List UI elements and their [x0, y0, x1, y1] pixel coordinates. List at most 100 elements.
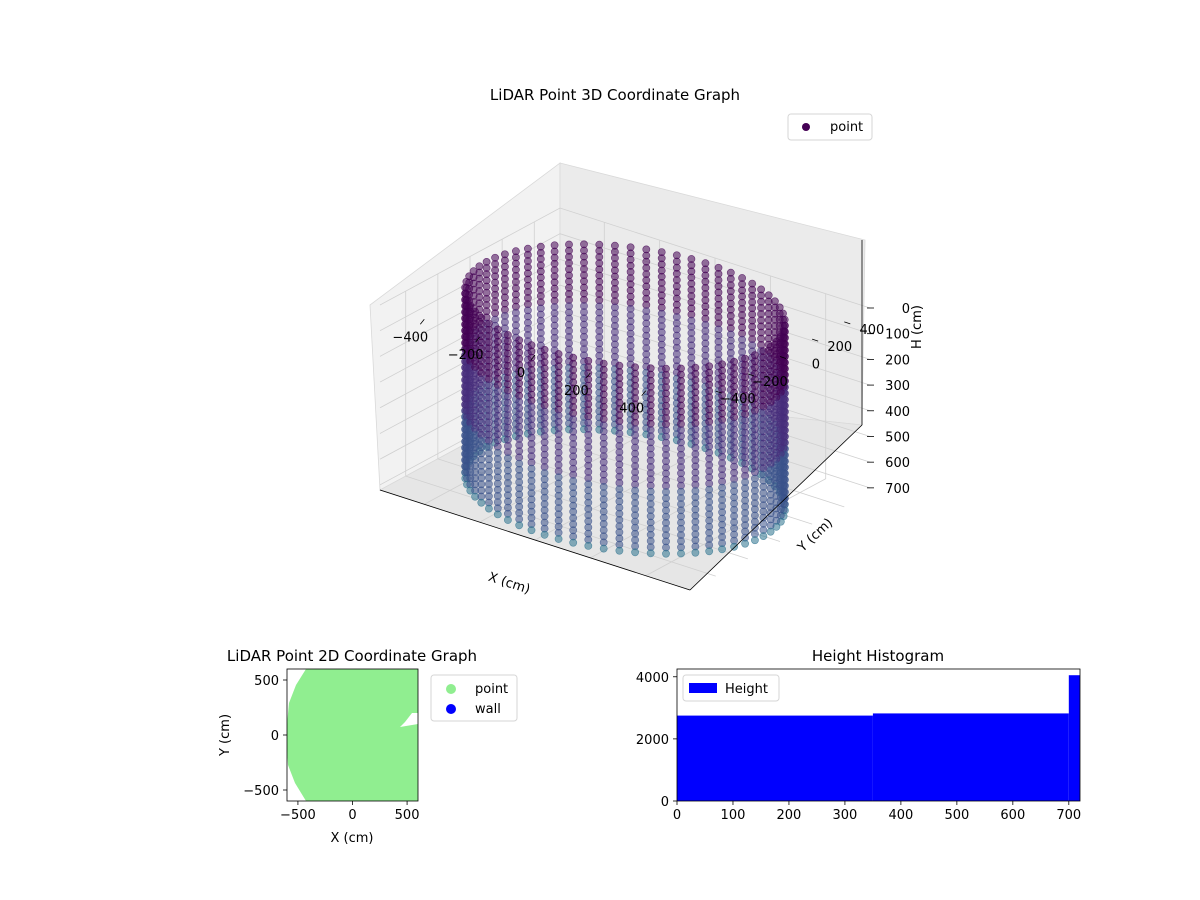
- point-cloud: [461, 240, 789, 558]
- z-tick-label-3d: 100: [885, 328, 910, 343]
- point-marker-3d: [705, 547, 714, 556]
- z-tick-label-3d: 600: [885, 456, 910, 471]
- x-tick-3d: [475, 336, 480, 343]
- legend-histogram-box: [682, 674, 780, 702]
- x-tick-label-histogram: 700: [1056, 808, 1081, 823]
- chart-2d-title: LiDAR Point 2D Coordinate Graph: [227, 647, 477, 665]
- x-tick-label-histogram: 400: [888, 808, 913, 823]
- x-tick-label-3d: 200: [564, 384, 589, 399]
- legend-histogram-swatch: [689, 683, 717, 693]
- z-tick-label-3d: 200: [885, 353, 910, 368]
- y-tick-label-histogram: 4000: [636, 671, 669, 686]
- y-tick-label-histogram: 0: [661, 795, 669, 810]
- legend-histogram-label: Height: [725, 682, 768, 697]
- y-axis-label-2d: Y (cm): [218, 714, 233, 757]
- histogram-title: Height Histogram: [812, 647, 944, 665]
- x-tick-3d: [419, 319, 425, 325]
- x-axis-label-2d: X (cm): [331, 831, 374, 846]
- x-tick-label-3d: −400: [392, 330, 428, 345]
- x-tick-label-histogram: 100: [721, 808, 746, 823]
- y-tick-label-2d: 0: [271, 729, 279, 744]
- x-tick-label-2d: 0: [348, 808, 356, 823]
- x-tick-label-3d: −200: [448, 348, 484, 363]
- point-marker-3d: [493, 510, 502, 519]
- legend-histogram: Height: [682, 674, 780, 702]
- histogram-bars: [677, 675, 1080, 801]
- chart-3d-title: LiDAR Point 3D Coordinate Graph: [490, 86, 740, 104]
- point-marker-3d: [569, 538, 578, 547]
- chart-3d: LiDAR Point 3D Coordinate Graph −400 −200…: [369, 86, 925, 597]
- point-marker-3d: [751, 536, 759, 545]
- z-axis-label: H (cm): [910, 305, 925, 349]
- plot-frame-histogram: [676, 668, 1081, 802]
- point-marker-3d: [554, 535, 563, 543]
- x-tick-label-histogram: 500: [944, 808, 969, 823]
- legend-2d-wall-marker: [446, 704, 456, 714]
- legend-3d-label: point: [830, 120, 863, 135]
- x-tick-label-2d: 500: [395, 808, 420, 823]
- z-tick-label-3d: 500: [885, 430, 910, 445]
- point-marker-3d: [540, 530, 549, 539]
- x-tick-label-histogram: 300: [833, 808, 858, 823]
- point-marker-3d: [477, 498, 486, 507]
- z-tick-label-3d: 300: [885, 379, 910, 394]
- x-axis-line: [379, 489, 691, 591]
- chart-histogram: Height Histogram 0 100 200 300 400 500 600 700 0…: [636, 647, 1081, 823]
- point-scatter-2d: [287, 669, 418, 801]
- y-tick-3d: [779, 356, 787, 359]
- histogram-bar: [677, 715, 873, 801]
- x-tick-3d: [641, 390, 647, 396]
- point-marker-3d: [484, 504, 493, 513]
- y-tick-3d: [812, 338, 819, 342]
- y-tick-3d: [715, 390, 722, 394]
- x-tick-3d: [586, 372, 591, 379]
- y-axis-label: Y (cm): [794, 516, 836, 556]
- x-tick-3d: [530, 354, 536, 361]
- point-marker-3d: [718, 545, 726, 554]
- x-tick-label-2d: −500: [280, 808, 316, 823]
- ticks-2d: −500 0 500 −500 0 500: [243, 674, 419, 823]
- point-marker-3d: [527, 526, 536, 535]
- point-marker-3d: [677, 549, 685, 558]
- legend-2d-point-label: point: [475, 682, 508, 697]
- y-axis-line: [689, 424, 863, 591]
- x-tick-label-histogram: 600: [1000, 808, 1025, 823]
- z-tick-label-3d: 400: [885, 405, 910, 420]
- point-marker-3d: [741, 539, 749, 548]
- x-tick-label-3d: 400: [619, 402, 644, 417]
- legend-3d: point: [787, 113, 873, 141]
- x-tick-label-histogram: 0: [673, 808, 681, 823]
- point-marker-3d: [631, 548, 639, 557]
- legend-2d: point wall: [430, 674, 518, 722]
- y-tick-label-3d: 200: [827, 340, 852, 355]
- x-tick-label-3d: 0: [517, 366, 525, 381]
- y-tick-label-3d: −200: [752, 375, 788, 390]
- histogram-bar: [872, 713, 1069, 801]
- legend-2d-wall-label: wall: [475, 702, 501, 717]
- y-tick-3d: [747, 373, 754, 377]
- chart-2d: LiDAR Point 2D Coordinate Graph −500 0 500…: [218, 647, 518, 846]
- point-marker-3d: [662, 549, 670, 558]
- point-marker-3d: [646, 549, 655, 558]
- z-tick-label-3d: 0: [902, 302, 910, 317]
- z-tick-label-3d: 700: [885, 482, 910, 497]
- y-tick-3d: [844, 321, 851, 325]
- point-marker-3d: [759, 532, 768, 540]
- point-marker-3d: [599, 544, 608, 553]
- point-marker-3d: [584, 542, 593, 550]
- point-marker-3d: [503, 516, 512, 524]
- histogram-bar: [1068, 675, 1080, 801]
- y-tick-label-3d: 400: [859, 323, 884, 338]
- y-tick-label-3d: 0: [812, 358, 820, 373]
- point-marker-3d: [615, 546, 624, 555]
- point-marker-3d: [515, 521, 524, 530]
- y-tick-label-3d: −400: [720, 392, 756, 407]
- y-tick-label-2d: 500: [254, 674, 279, 689]
- x-tick-label-histogram: 200: [777, 808, 802, 823]
- point-marker-3d: [691, 548, 700, 557]
- ticks-3d: −400−2000200400−400−20002004000100200300…: [392, 302, 910, 497]
- point-marker-3d: [766, 527, 775, 536]
- legend-2d-point-marker: [446, 684, 456, 694]
- y-tick-label-2d: −500: [243, 784, 279, 799]
